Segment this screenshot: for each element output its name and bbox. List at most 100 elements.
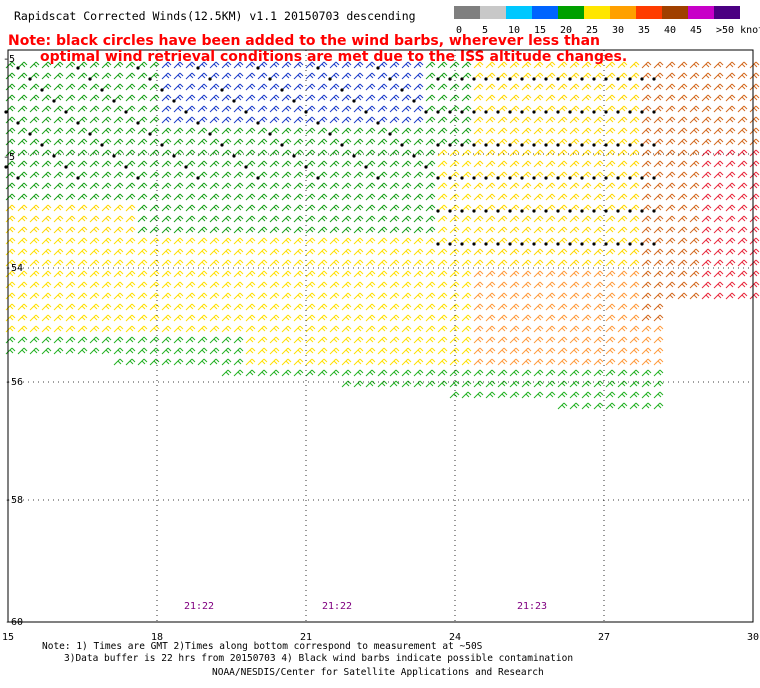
wind-barb [112, 149, 124, 158]
wind-barb [197, 270, 208, 278]
wind-barb [269, 325, 280, 333]
wind-barb [689, 237, 700, 245]
wind-barb [461, 127, 472, 135]
wind-barb [113, 270, 124, 278]
wind-barb [125, 182, 136, 190]
wind-barb [388, 72, 400, 81]
wind-barb [473, 281, 484, 289]
wind-barb [677, 116, 688, 124]
wind-barb [64, 160, 76, 169]
wind-barb [557, 402, 568, 410]
wind-barb [533, 325, 544, 333]
wind-barb [101, 215, 112, 223]
wind-barb [185, 171, 196, 179]
wind-barb [41, 270, 52, 278]
lon-tick-label: 18 [151, 632, 163, 643]
wind-barb [689, 127, 700, 135]
wind-barb [280, 138, 292, 147]
wind-barb [653, 116, 664, 124]
wind-barb [436, 204, 448, 213]
wind-barb [29, 314, 40, 322]
wind-barb [281, 248, 292, 256]
wind-barb [341, 248, 352, 256]
wind-barb [316, 61, 328, 70]
wind-barb [377, 160, 388, 168]
wind-barb [41, 171, 52, 179]
wind-barb [41, 61, 52, 69]
wind-barb [161, 193, 172, 201]
wind-barb [749, 138, 760, 146]
wind-barb [364, 105, 376, 114]
wind-barb [533, 292, 544, 300]
wind-barb [257, 138, 268, 146]
wind-barb [269, 160, 280, 168]
wind-barb [269, 83, 280, 91]
wind-barb [749, 259, 760, 267]
wind-barb [245, 314, 256, 322]
wind-barb [197, 281, 208, 289]
wind-barb [365, 72, 376, 80]
wind-barb [137, 303, 148, 311]
wind-barb [533, 149, 544, 157]
wind-barb [149, 270, 160, 278]
wind-barb [677, 237, 688, 245]
wind-barb [161, 171, 172, 179]
wind-barb [17, 105, 28, 113]
wind-barb [533, 248, 544, 256]
wind-barb [544, 204, 556, 213]
wind-barb [653, 149, 664, 157]
wind-barb [521, 83, 532, 91]
wind-barb [113, 259, 124, 267]
wind-barb [652, 171, 664, 180]
wind-barb [689, 149, 700, 157]
wind-barb [461, 336, 472, 344]
wind-barb [413, 127, 424, 135]
wind-barb [5, 171, 16, 179]
wind-barb [281, 369, 292, 377]
wind-barb [29, 116, 40, 124]
wind-barb [245, 237, 256, 245]
wind-barb [389, 105, 400, 113]
wind-barb [665, 270, 676, 278]
wind-barb [665, 72, 676, 80]
wind-barb [473, 391, 484, 399]
wind-barb [425, 193, 436, 201]
wind-barb [257, 127, 268, 135]
wind-barb [580, 138, 592, 147]
wind-barb [173, 83, 184, 91]
wind-barb [161, 281, 172, 289]
wind-barb [293, 204, 304, 212]
wind-barb [473, 369, 484, 377]
wind-barb [605, 160, 616, 168]
wind-barb [629, 127, 640, 135]
wind-barb [377, 94, 388, 102]
wind-barb [737, 226, 748, 234]
wind-barb [605, 226, 616, 234]
wind-barb [77, 325, 88, 333]
wind-barb [473, 215, 484, 223]
wind-barb [53, 83, 64, 91]
wind-barb [545, 226, 556, 234]
wind-barb [269, 237, 280, 245]
wind-barb [569, 270, 580, 278]
wind-barb [569, 149, 580, 157]
wind-barb [605, 61, 616, 69]
wind-barb [641, 127, 652, 135]
wind-barb [437, 259, 448, 267]
wind-barb [197, 127, 208, 135]
wind-barb [604, 105, 616, 114]
wind-barb [185, 127, 196, 135]
wind-barb [461, 281, 472, 289]
wind-barb [245, 61, 256, 69]
wind-barb [149, 94, 160, 102]
wind-barb [401, 215, 412, 223]
wind-barb [413, 204, 424, 212]
wind-barb [593, 226, 604, 234]
wind-barb [17, 138, 28, 146]
wind-barb [521, 61, 532, 69]
wind-barb [269, 204, 280, 212]
wind-barb [221, 171, 232, 179]
wind-barb [28, 127, 40, 136]
legend-label: 45 [690, 25, 703, 36]
